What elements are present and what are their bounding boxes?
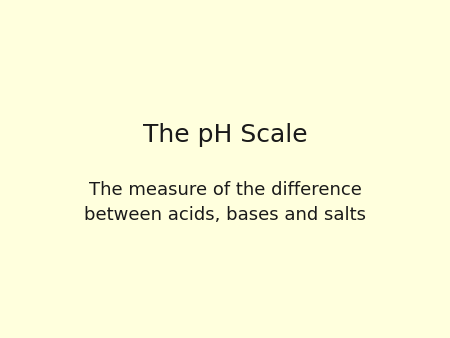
Text: The measure of the difference
between acids, bases and salts: The measure of the difference between ac… bbox=[84, 181, 366, 224]
Text: The pH Scale: The pH Scale bbox=[143, 123, 307, 147]
